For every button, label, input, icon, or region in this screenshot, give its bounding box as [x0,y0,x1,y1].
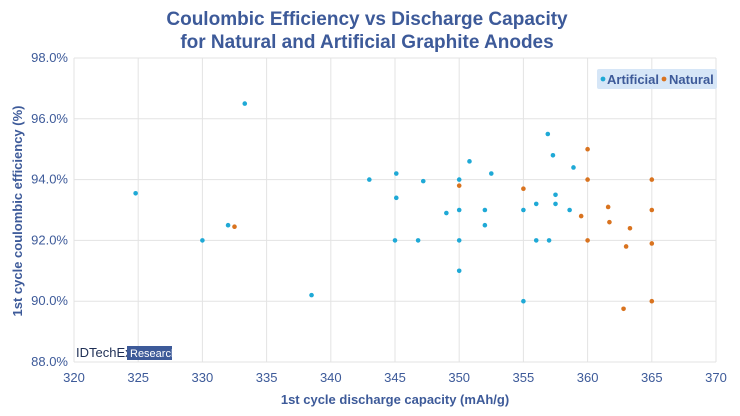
axis-ticks: 320 325 330 335 340 345 350 355 360 365 370 88.0% 90… [31,50,727,385]
artificial-data-point [393,171,399,176]
y-tick-label: 90.0% [31,293,68,308]
artificial-data-point [467,159,472,164]
artificial-data-point [521,207,526,213]
natural-data-point [605,204,611,210]
y-axis-title: 1st cycle coulombic efficiency (%) [10,106,25,317]
x-tick-label: 335 [256,370,278,385]
artificial-data-point [482,222,488,228]
natural-data-point [232,224,237,230]
natural-data-point [627,225,633,231]
natural-data-point [621,306,626,312]
legend[interactable]: Artificial Natural [597,69,717,89]
artificial-data-point [415,238,421,243]
data-points [133,101,655,312]
natural-data-point [623,244,629,249]
chart-title-line-1: Coulombic Efficiency vs Discharge Capaci… [166,9,568,30]
artificial-data-point [489,171,494,176]
artificial-data-point [533,238,539,243]
artificial-data-point [567,207,572,213]
artificial-data-point [545,131,551,137]
artificial-data-point [456,268,462,274]
artificial-data-point [571,165,576,170]
artificial-data-point [550,152,556,158]
natural-data-point [585,177,590,182]
artificial-data-point [367,177,372,182]
artificial-data-point [242,101,248,106]
artificial-data-point [456,207,462,213]
artificial-data-point [393,195,399,201]
y-tick-label: 92.0% [31,232,68,247]
natural-data-point [607,219,612,225]
artificial-data-point [521,298,526,304]
natural-data-point [456,183,462,188]
x-tick-label: 325 [127,370,149,385]
x-tick-label: 345 [384,370,406,385]
artificial-data-point [225,222,231,228]
artificial-data-point [200,238,205,243]
legend-artificial-marker [600,76,606,82]
natural-data-point [585,238,590,243]
artificial-data-point [553,192,558,198]
y-tick-label: 94.0% [31,172,68,187]
artificial-data-point [133,190,138,196]
natural-data-point [521,186,526,192]
x-tick-label: 355 [513,370,535,385]
artificial-data-point [420,178,426,184]
x-tick-label: 320 [63,370,85,385]
natural-data-point [649,207,655,213]
artificial-data-point [444,210,449,216]
artificial-data-point [533,201,539,207]
y-tick-label: 96.0% [31,111,68,126]
artificial-data-point [546,238,552,243]
x-tick-label: 330 [192,370,214,385]
y-tick-label: 98.0% [31,50,68,65]
logo-research-badge [127,346,172,360]
grid-lines [73,57,717,363]
x-tick-label: 360 [577,370,599,385]
natural-data-point [578,213,584,219]
artificial-data-point [482,207,488,213]
y-tick-label: 88.0% [31,354,68,369]
x-tick-label: 365 [641,370,663,385]
natural-data-point [585,146,590,152]
natural-data-point [649,298,655,304]
artificial-data-point [553,201,558,207]
logo-sub: Research [130,348,177,360]
artificial-data-point [309,292,314,298]
x-axis-title: 1st cycle discharge capacity (mAh/g) [281,392,509,407]
natural-data-point [649,177,655,182]
legend-natural-label: Natural [669,72,714,87]
x-tick-label: 350 [448,370,470,385]
legend-artificial-label: Artificial [607,72,659,87]
x-tick-label: 370 [705,370,727,385]
artificial-data-point [456,238,462,243]
chart-title-line-2: for Natural and Artificial Graphite Anod… [180,32,553,53]
artificial-data-point [456,177,462,182]
natural-data-point [649,241,655,246]
legend-natural-marker [661,76,667,82]
idtechex-logo: IDTechEx Research [76,345,177,360]
logo-brand: IDTechEx [76,345,132,360]
x-tick-label: 340 [320,370,342,385]
legend-background [597,69,717,89]
artificial-data-point [392,238,398,243]
